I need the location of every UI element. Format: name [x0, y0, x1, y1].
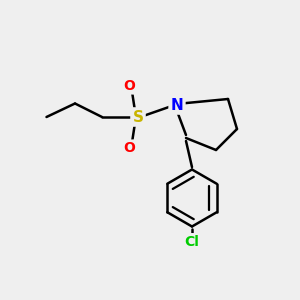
Text: Cl: Cl — [184, 235, 200, 249]
Text: S: S — [133, 110, 143, 124]
Text: O: O — [123, 142, 135, 155]
Text: O: O — [123, 79, 135, 92]
Text: N: N — [171, 98, 183, 112]
